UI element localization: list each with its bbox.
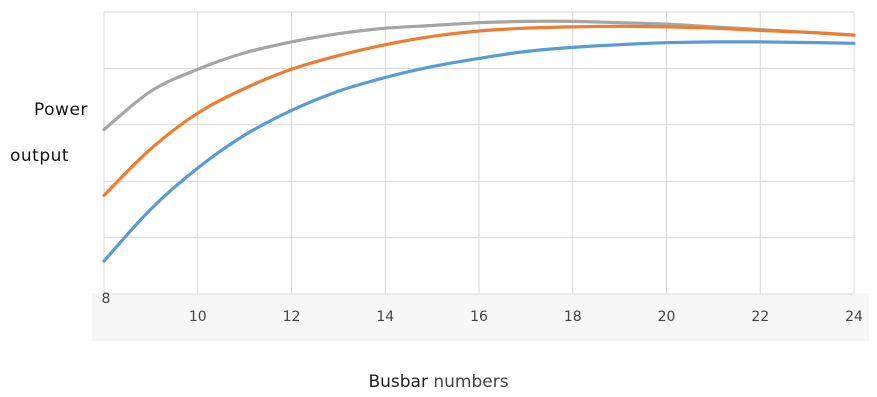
x-tick-label: 20 bbox=[658, 309, 676, 325]
x-axis-band bbox=[92, 293, 869, 341]
x-tick-label: 8 bbox=[102, 291, 111, 307]
x-tick-label: 12 bbox=[283, 309, 301, 325]
x-tick-label: 14 bbox=[376, 309, 394, 325]
y-axis-label-line2: output bbox=[10, 146, 70, 166]
x-tick-labels: 8 10 12 14 16 18 20 22 24 bbox=[102, 291, 863, 325]
x-tick-label: 10 bbox=[189, 309, 207, 325]
x-tick-label: 22 bbox=[751, 309, 769, 325]
series-line-2 bbox=[102, 24, 856, 197]
x-tick-label: 24 bbox=[845, 309, 863, 325]
y-axis-label-line1: Power bbox=[34, 100, 88, 120]
series-lines bbox=[102, 19, 856, 263]
x-tick-label: 18 bbox=[564, 309, 582, 325]
x-tick-label: 16 bbox=[470, 309, 488, 325]
series-line-3 bbox=[102, 40, 856, 263]
vertical-gridlines bbox=[103, 12, 855, 294]
x-axis-label: Busbar numbers bbox=[0, 372, 877, 392]
x-axis-label-word2: numbers bbox=[433, 372, 509, 392]
x-axis-label-word1: Busbar bbox=[368, 372, 428, 392]
